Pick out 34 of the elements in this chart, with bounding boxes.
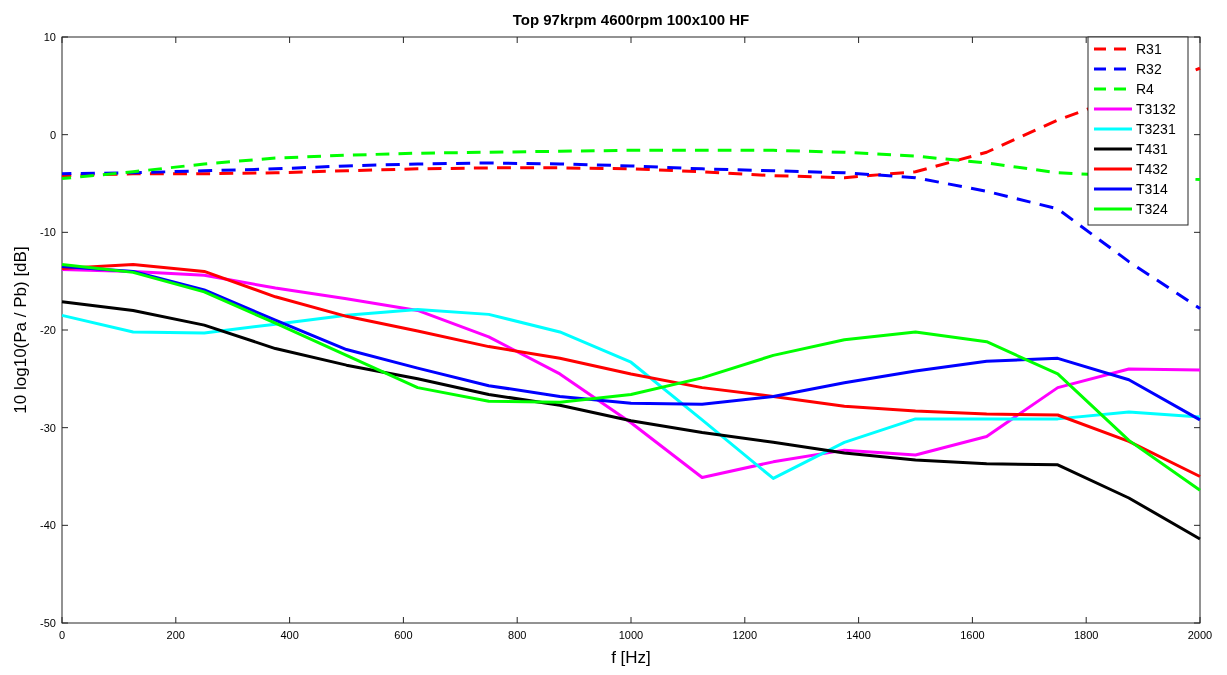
chart-title: Top 97krpm 4600rpm 100x100 HF bbox=[512, 11, 750, 28]
line-series bbox=[60, 66, 1202, 180]
line-series bbox=[60, 307, 1202, 480]
legend-label: T314 bbox=[1136, 181, 1169, 197]
legend-label: T432 bbox=[1136, 161, 1169, 177]
legend-label: R32 bbox=[1136, 61, 1162, 77]
legend-label: R4 bbox=[1136, 81, 1155, 97]
legend-label: R31 bbox=[1136, 41, 1162, 57]
x-axis-title: f [Hz] bbox=[611, 648, 651, 667]
y-tick-label: -40 bbox=[40, 519, 56, 532]
x-tick-label: 1800 bbox=[1073, 629, 1099, 641]
y-tick-label: 0 bbox=[49, 128, 56, 141]
x-tick-label: 1600 bbox=[960, 629, 985, 641]
y-tick-label: -20 bbox=[40, 324, 56, 336]
x-tick-label: 800 bbox=[508, 629, 527, 641]
x-tick-label: 400 bbox=[280, 629, 299, 641]
legend-label: T431 bbox=[1136, 141, 1169, 157]
y-tick-label: -30 bbox=[40, 421, 56, 434]
y-tick-label: 10 bbox=[43, 31, 56, 43]
y-axis-title: 10 log10(Pa / Pb) [dB] bbox=[11, 246, 30, 414]
x-tick-label: 0 bbox=[58, 629, 66, 641]
y-tick-label: -50 bbox=[40, 617, 56, 629]
x-tick-label: 1000 bbox=[618, 629, 644, 641]
line-series bbox=[60, 300, 1202, 541]
x-tick-label: 600 bbox=[394, 629, 413, 641]
y-tick-label: -10 bbox=[40, 226, 56, 239]
legend-label: T324 bbox=[1136, 201, 1169, 217]
legend-label: T3132 bbox=[1136, 101, 1176, 117]
x-tick-label: 200 bbox=[166, 629, 185, 641]
x-tick-label: 2000 bbox=[1187, 629, 1213, 641]
legend-label: T3231 bbox=[1136, 121, 1176, 137]
line-series bbox=[60, 161, 1202, 311]
x-tick-label: 1200 bbox=[732, 629, 758, 641]
x-tick-label: 1400 bbox=[846, 629, 871, 641]
